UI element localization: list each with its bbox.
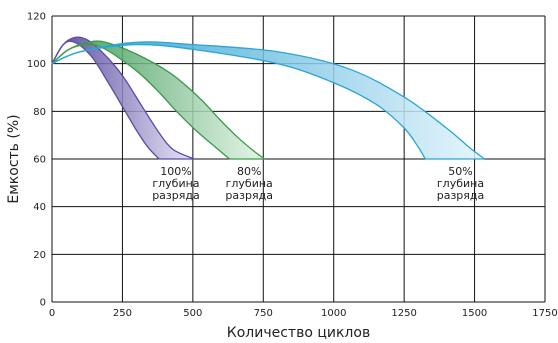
series-label-1-line-2: разряда [225, 189, 273, 202]
y-tick-label: 20 [33, 250, 46, 261]
series-lower-line-0 [51, 40, 160, 160]
x-tick-label: 750 [254, 308, 273, 319]
y-tick-label: 60 [33, 155, 46, 166]
y-tick-label: 0 [40, 298, 46, 309]
y-tick-label: 120 [27, 12, 46, 23]
x-tick-label: 1500 [462, 308, 487, 319]
x-tick-label: 1250 [391, 308, 416, 319]
x-tick-label: 250 [113, 308, 132, 319]
series-label-1-line-1: глубина [226, 177, 273, 190]
y-axis-label: Емкость (%) [6, 114, 22, 203]
y-tick-label: 80 [33, 107, 46, 118]
x-axis-label: Количество циклов [227, 325, 370, 341]
series-upper-line-2 [51, 41, 485, 160]
series-area-2 [52, 41, 485, 159]
x-tick-label: 500 [183, 308, 202, 319]
series-lower-line-1 [51, 43, 230, 160]
series-area-0 [52, 37, 195, 160]
series-label-2-line-1: глубина [437, 177, 484, 190]
y-tick-label: 40 [33, 202, 46, 213]
tick-labels: 0 250 500 750 1000 1250 1500 1750 0 20 40 60 80 100 12… [27, 12, 558, 320]
series-label-2-line-2: разряда [437, 189, 485, 202]
series-areas [51, 36, 485, 160]
series-label-0-line-1: глубина [152, 177, 199, 190]
series-upper-line-0 [51, 36, 195, 160]
series-label-0-line-0: 100% [160, 165, 191, 178]
series-area-1 [52, 41, 265, 159]
series-label-1-line-0: 80% [237, 165, 261, 178]
x-tick-label: 1000 [321, 308, 346, 319]
x-tick-label: 1750 [532, 308, 557, 319]
y-tick-label: 100 [27, 59, 46, 70]
series-label-0-line-2: разряда [152, 189, 200, 202]
series-labels: 100%глубинаразряда80%глубинаразряда50%гл… [152, 165, 484, 202]
x-tick-label: 0 [49, 308, 55, 319]
series-upper-line-1 [51, 40, 266, 160]
series-lower-line-2 [51, 43, 426, 160]
series-label-2-line-0: 50% [448, 165, 472, 178]
